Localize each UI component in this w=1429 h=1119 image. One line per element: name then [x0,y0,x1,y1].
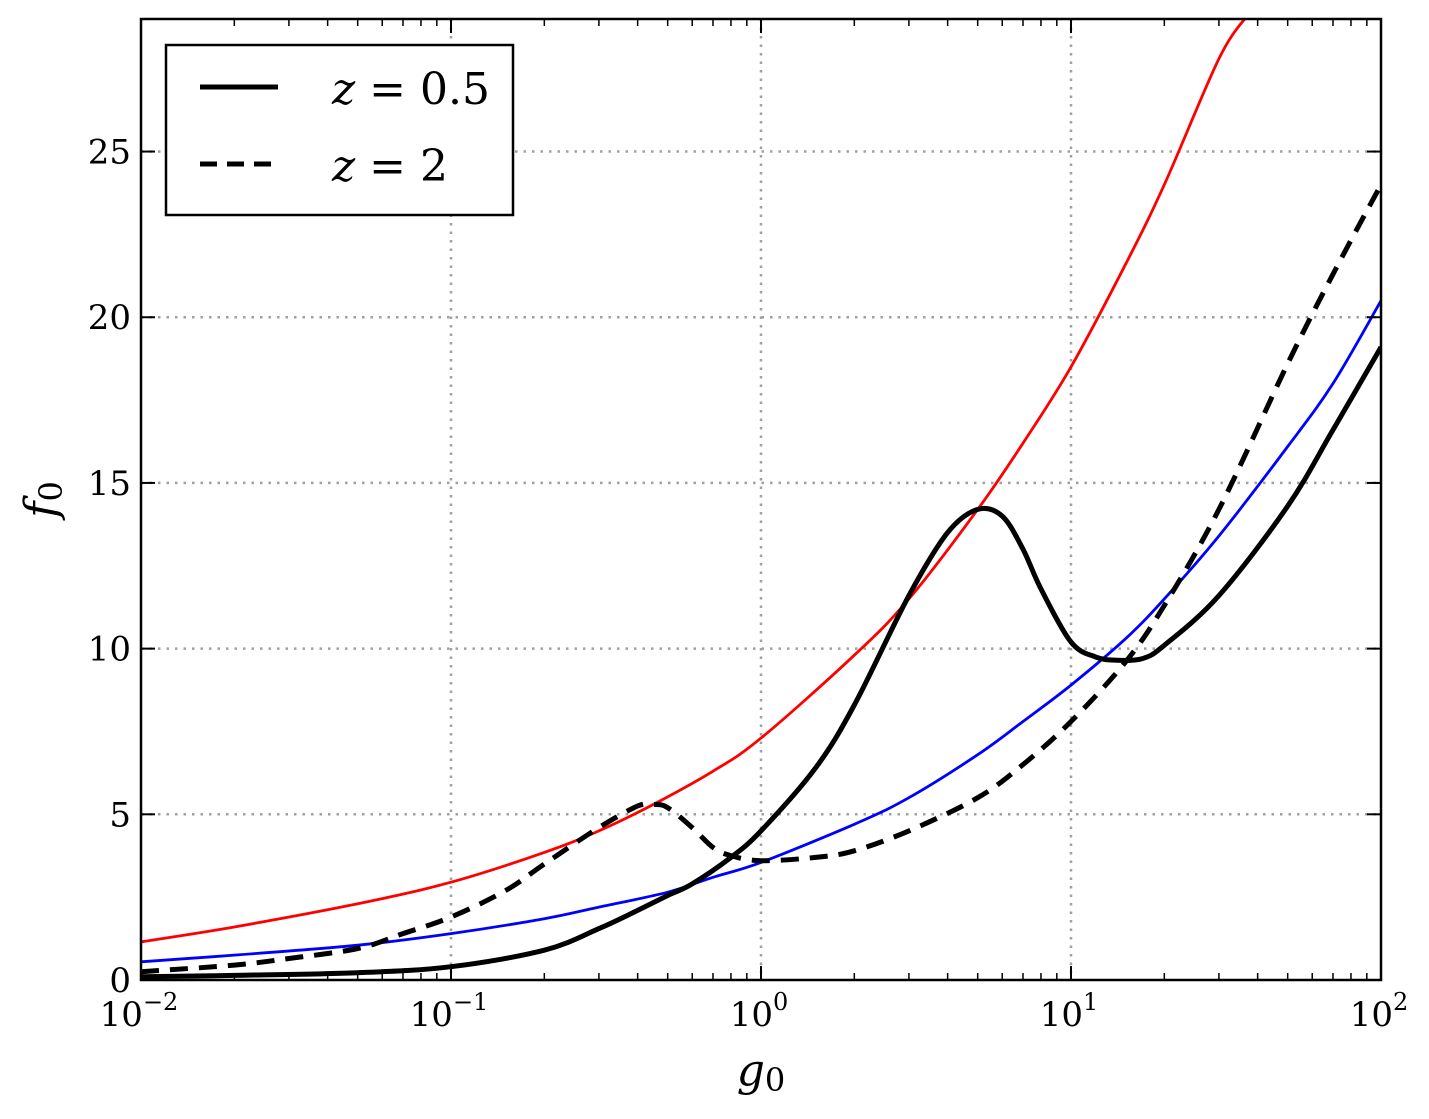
series-line-red [141,19,1247,944]
grid [141,19,1381,980]
series-layer [141,19,1381,980]
y-tick-label: 10 [88,630,131,670]
y-tick-label: 25 [88,133,131,173]
series-line-z05 [141,345,1381,980]
x-axis-label: g0 [737,1045,786,1099]
x-tick-label: 10−1 [410,988,489,1035]
y-tick-label: 0 [109,961,131,1001]
x-tick-label: 100 [730,988,789,1035]
ticks: 10−2 10−1 100 101 102 0 5 10 15 20 25 [88,19,1409,1035]
y-tick-label: 20 [88,298,131,338]
y-tick-label: 15 [88,464,131,504]
legend-label-z05: z = 0.5 [331,64,490,115]
legend-label-z2: z = 2 [331,141,448,192]
legend-box [164,43,515,217]
legend: z = 0.5 z = 2 [164,43,515,217]
y-tick-label: 5 [109,795,131,835]
x-tick-label: 10−2 [100,988,179,1035]
x-tick-label: 102 [1350,988,1409,1035]
x-tick-label: 101 [1040,988,1099,1035]
series-line-blue [141,299,1381,964]
